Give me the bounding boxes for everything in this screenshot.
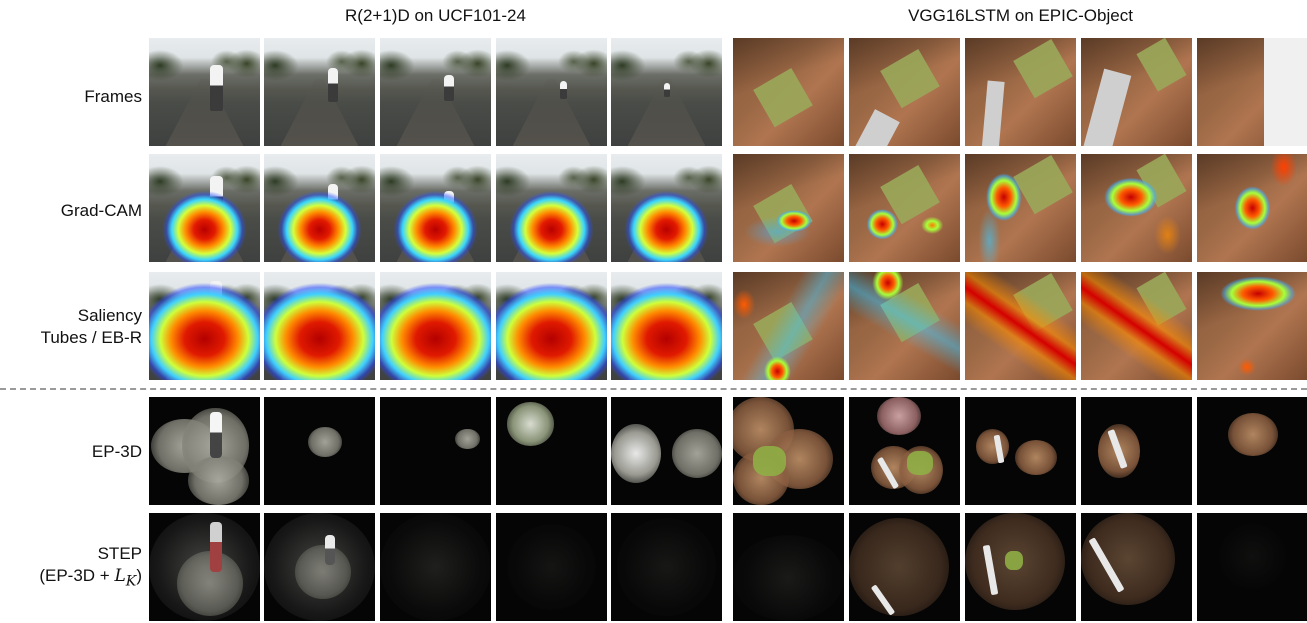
frame-ucf-2 [264, 38, 375, 146]
row-label-ep3d-text: EP-3D [91, 442, 142, 461]
saliency-ucf-1 [149, 272, 260, 380]
step-ucf-3 [380, 513, 491, 621]
saliency-epic-1 [733, 272, 844, 380]
frame-epic-3 [965, 38, 1076, 146]
gradcam-ucf-2 [264, 154, 375, 262]
saliency-epic-4 [1081, 272, 1192, 380]
step-epic-5 [1197, 513, 1307, 621]
math-K: K [125, 573, 137, 590]
row-label-frames-text: Frames [84, 87, 142, 106]
frame-ucf-3 [380, 38, 491, 146]
gradcam-epic-3 [965, 154, 1076, 262]
row-label-gradcam: Grad-CAM [0, 200, 142, 222]
saliency-ucf-5 [611, 272, 722, 380]
ep3d-ucf-4 [496, 397, 607, 505]
row-label-ep3d: EP-3D [0, 441, 142, 463]
step-ucf-2 [264, 513, 375, 621]
column-title-ucf101: R(2+1)D on UCF101-24 [345, 6, 526, 25]
step-epic-4 [1081, 513, 1192, 621]
ep3d-ucf-1 [149, 397, 260, 505]
row-label-saliency-line1: Saliency [77, 306, 142, 325]
gradcam-ucf-3 [380, 154, 491, 262]
step-epic-1 [733, 513, 844, 621]
step-epic-2 [849, 513, 960, 621]
frame-epic-1 [733, 38, 844, 146]
math-L: L [114, 566, 126, 586]
step-suffix: ) [136, 566, 142, 585]
saliency-ucf-2 [264, 272, 375, 380]
ep3d-ucf-3 [380, 397, 491, 505]
frame-ucf-1 [149, 38, 260, 146]
row-label-frames: Frames [0, 86, 142, 108]
row-label-step-line2: (EP-3D + LK) [0, 565, 142, 592]
gradcam-ucf-1 [149, 154, 260, 262]
step-prefix: (EP-3D + [39, 566, 115, 585]
gradcam-epic-2 [849, 154, 960, 262]
section-divider [0, 388, 1307, 390]
gradcam-ucf-4 [496, 154, 607, 262]
row-label-saliency: Saliency Tubes / EB-R [0, 305, 142, 349]
ep3d-ucf-2 [264, 397, 375, 505]
step-ucf-1 [149, 513, 260, 621]
step-ucf-4 [496, 513, 607, 621]
saliency-ucf-4 [496, 272, 607, 380]
gradcam-ucf-5 [611, 154, 722, 262]
gradcam-epic-4 [1081, 154, 1192, 262]
ep3d-ucf-5 [611, 397, 722, 505]
ep3d-epic-3 [965, 397, 1076, 505]
saliency-epic-5 [1197, 272, 1307, 380]
step-ucf-5 [611, 513, 722, 621]
ep3d-epic-5 [1197, 397, 1307, 505]
frame-epic-2 [849, 38, 960, 146]
frame-epic-5 [1197, 38, 1307, 146]
frame-epic-4 [1081, 38, 1192, 146]
gradcam-epic-1 [733, 154, 844, 262]
row-label-step: STEP (EP-3D + LK) [0, 543, 142, 592]
step-epic-3 [965, 513, 1076, 621]
saliency-epic-2 [849, 272, 960, 380]
row-label-gradcam-text: Grad-CAM [60, 201, 142, 220]
row-label-saliency-line2: Tubes / EB-R [40, 328, 142, 347]
ep3d-epic-2 [849, 397, 960, 505]
ep3d-epic-4 [1081, 397, 1192, 505]
frame-ucf-5 [611, 38, 722, 146]
frame-ucf-4 [496, 38, 607, 146]
row-label-step-line1: STEP [97, 544, 142, 563]
saliency-ucf-3 [380, 272, 491, 380]
gradcam-epic-5 [1197, 154, 1307, 262]
saliency-epic-3 [965, 272, 1076, 380]
column-title-epic: VGG16LSTM on EPIC-Object [908, 6, 1133, 25]
ep3d-epic-1 [733, 397, 844, 505]
